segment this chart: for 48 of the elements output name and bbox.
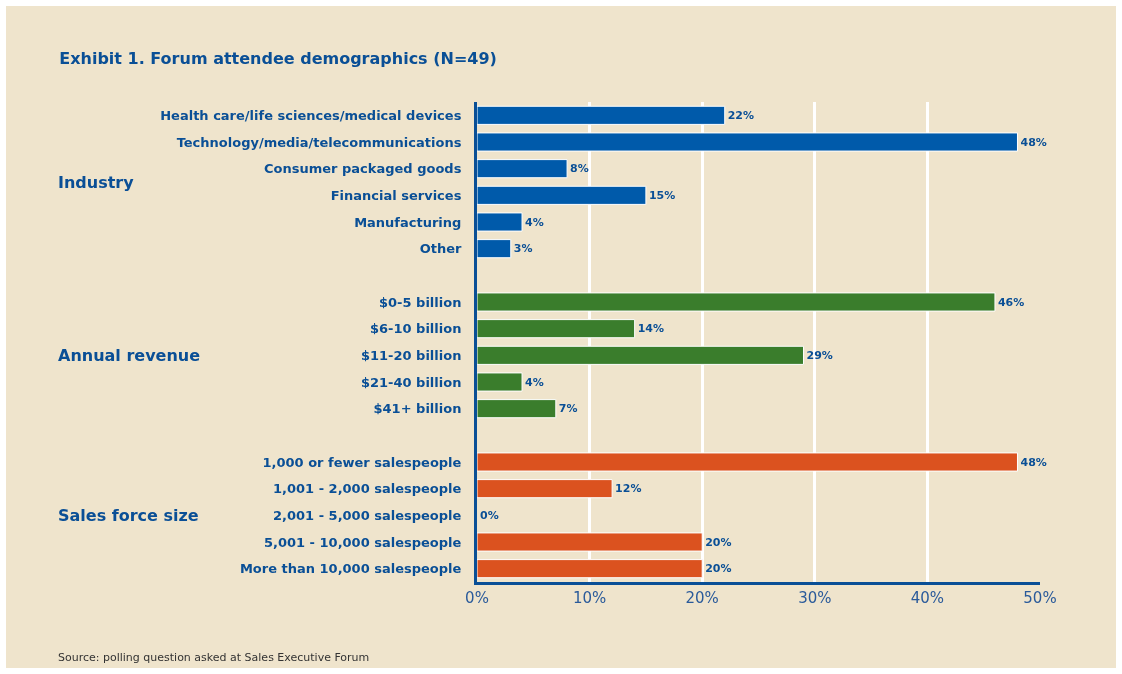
text: Sales force size <box>58 506 199 525</box>
y-tick-label: 2,001 - 5,000 salespeople <box>273 507 462 523</box>
text: Exhibit 1. Forum attendee demographics (N=49) <box>59 48 497 68</box>
y-tick-label: $21-40 billion <box>360 374 462 390</box>
y-tick-label: 1,001 - 2,000 salespeople <box>273 481 462 497</box>
data-label: 48% <box>1020 135 1047 149</box>
bar <box>477 399 557 419</box>
source-note: Source: polling question asked at Sales Executive Forum <box>58 651 370 664</box>
x-tick-label: 30% <box>798 589 832 607</box>
data-label: 12% <box>615 482 642 496</box>
bar <box>477 239 512 259</box>
data-label: 3% <box>513 242 533 256</box>
y-tick-label: Technology/media/telecommunications <box>176 134 462 150</box>
data-label: 14% <box>637 322 664 336</box>
y-tick-label: More than 10,000 salespeople <box>239 561 462 577</box>
data-label: 46% <box>997 295 1025 309</box>
y-tick-label: Financial services <box>330 187 462 203</box>
y-tick-label: Consumer packaged goods <box>264 161 462 177</box>
bar <box>477 159 568 179</box>
text: Annual revenue <box>58 346 201 365</box>
bar <box>477 372 523 392</box>
data-label: 8% <box>570 162 589 176</box>
y-tick-label: Health care/life sciences/medical devices <box>160 107 462 123</box>
data-label: 20% <box>705 535 732 549</box>
data-label: 22% <box>727 108 755 122</box>
x-tick-label: 20% <box>685 589 719 607</box>
y-tick-label: $11-20 billion <box>360 347 462 363</box>
y-tick-label: $0-5 billion <box>379 294 462 310</box>
x-tick-label: 50% <box>1023 589 1057 607</box>
data-label: 0% <box>480 508 499 522</box>
data-label: 15% <box>648 188 676 202</box>
y-tick-label: $6-10 billion <box>369 321 462 337</box>
data-label: 20% <box>705 562 732 576</box>
y-tick-label: Manufacturing <box>354 214 462 230</box>
text: Industry <box>58 173 135 192</box>
data-label: 48% <box>1020 455 1047 469</box>
bar <box>477 212 523 232</box>
data-label: 4% <box>525 375 544 389</box>
y-tick-label: 1,000 or fewer salespeople <box>262 454 462 470</box>
x-tick-label: 0% <box>465 589 489 607</box>
data-label: 7% <box>558 402 578 416</box>
data-label: 4% <box>525 215 544 229</box>
x-tick-label: 10% <box>572 589 607 607</box>
y-tick-label: Other <box>419 241 462 257</box>
y-tick-label: 5,001 - 10,000 salespeople <box>263 534 462 550</box>
x-tick-label: 40% <box>910 589 945 607</box>
data-label: 29% <box>806 348 833 362</box>
y-tick-label: $41+ billion <box>373 401 462 417</box>
